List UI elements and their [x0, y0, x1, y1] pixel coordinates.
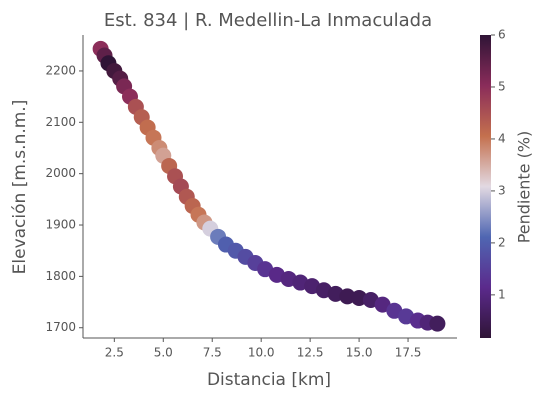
y-tick-label: 2000: [45, 166, 76, 180]
y-tick-label: 1800: [45, 269, 76, 283]
x-tick-label: 12.5: [297, 346, 324, 360]
colorbar-tick-label: 6: [498, 28, 506, 42]
y-tick-label: 1900: [45, 218, 76, 232]
x-tick-label: 5.0: [154, 346, 173, 360]
y-tick-label: 1700: [45, 320, 76, 334]
x-tick-label: 15.0: [346, 346, 373, 360]
colorbar-tick-label: 3: [498, 183, 506, 197]
x-tick-label: 2.5: [105, 346, 124, 360]
colorbar-tick-label: 2: [498, 235, 506, 249]
colorbar-tick-label: 5: [498, 79, 506, 93]
colorbar-tick-label: 1: [498, 287, 506, 301]
colorbar-tick-label: 4: [498, 131, 506, 145]
x-tick-label: 17.5: [395, 346, 422, 360]
x-axis-label: Distancia [km]: [207, 370, 331, 390]
x-tick-label: 10.0: [248, 346, 275, 360]
y-tick-label: 2100: [45, 115, 76, 129]
y-axis-label: Elevación [m.s.n.m.]: [10, 100, 30, 275]
colorbar-label: Pendiente (%): [515, 131, 534, 244]
scatter-point: [374, 296, 391, 313]
x-tick-label: 7.5: [203, 346, 222, 360]
y-tick-label: 2200: [45, 63, 76, 77]
colorbar: [480, 35, 491, 338]
chart-title: Est. 834 | R. Medellin-La Inmaculada: [104, 10, 432, 31]
scatter-point: [339, 288, 356, 305]
scatter-point: [429, 315, 446, 332]
